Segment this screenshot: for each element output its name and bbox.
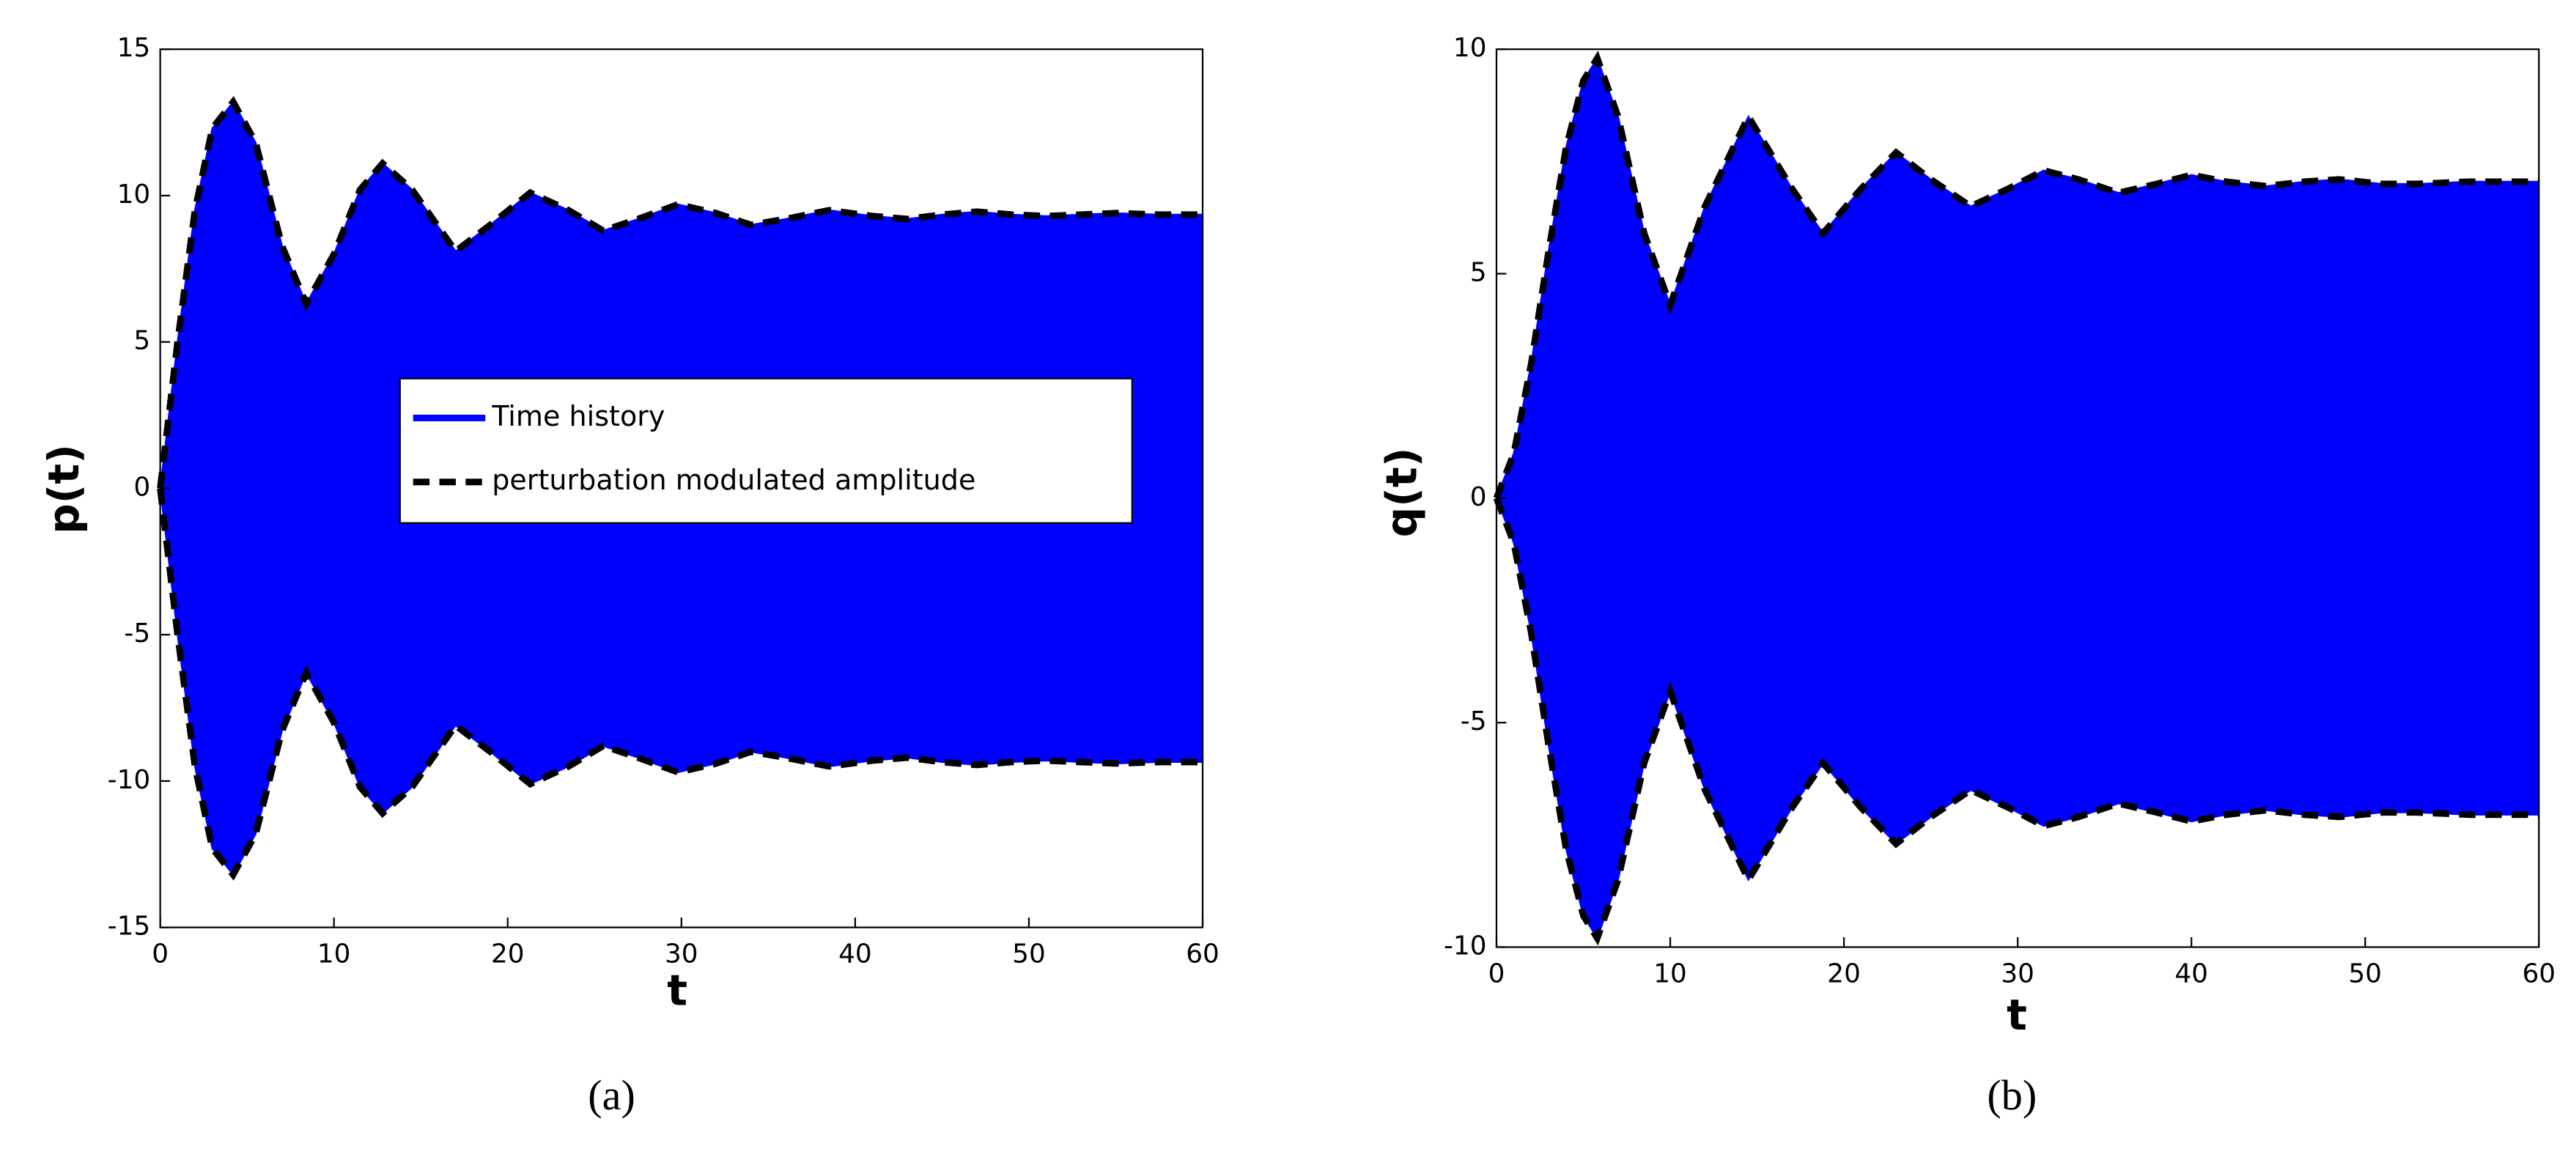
legend-label: Time history: [491, 400, 665, 432]
y-axis-label: p(t): [39, 444, 89, 534]
envelope-line: [157, 487, 1203, 881]
y-tick-label: 5: [1470, 258, 1487, 288]
x-tick-label: 50: [2349, 959, 2383, 989]
y-tick-label: -5: [1461, 706, 1487, 736]
legend: Time history perturbation modulated ampli…: [399, 377, 1133, 524]
legend-box: [399, 377, 1133, 524]
y-tick-label: -5: [124, 618, 150, 649]
x-axis-label: t: [667, 965, 687, 1015]
x-tick-label: 60: [2523, 959, 2556, 989]
y-tick-label: -15: [108, 912, 151, 942]
x-tick-label: 0: [152, 939, 169, 969]
y-tick-label: 10: [1453, 33, 1487, 63]
envelope-line: [1493, 497, 2539, 946]
x-tick-label: 20: [491, 939, 525, 969]
y-tick-label: 15: [117, 33, 151, 63]
caption: (a): [588, 1071, 635, 1119]
x-tick-label: 40: [2174, 959, 2208, 989]
y-tick-label: -10: [108, 765, 151, 795]
x-tick-label: 10: [1653, 959, 1687, 989]
x-tick-label: 20: [1827, 959, 1861, 989]
x-tick-label: 30: [665, 939, 698, 969]
x-tick-label: 10: [317, 939, 351, 969]
envelope-line: [157, 96, 1203, 489]
x-axis-label: t: [2007, 990, 2027, 1040]
x-tick-label: 0: [1488, 959, 1505, 989]
legend-label: perturbation modulated amplitude: [492, 464, 975, 496]
x-tick-label: 60: [1186, 939, 1219, 969]
x-tick-label: 40: [838, 939, 872, 969]
envelope-line: [1493, 51, 2539, 500]
y-tick-label: 5: [133, 326, 150, 356]
x-tick-label: 30: [2001, 959, 2034, 989]
y-tick-label: 0: [1470, 482, 1487, 512]
y-tick-label: 0: [133, 472, 150, 502]
y-axis-label: q(t): [1377, 448, 1427, 538]
caption: (b): [1987, 1071, 2037, 1119]
y-tick-label: -10: [1444, 931, 1487, 961]
y-tick-label: 10: [117, 180, 151, 210]
x-tick-label: 50: [1012, 939, 1046, 969]
